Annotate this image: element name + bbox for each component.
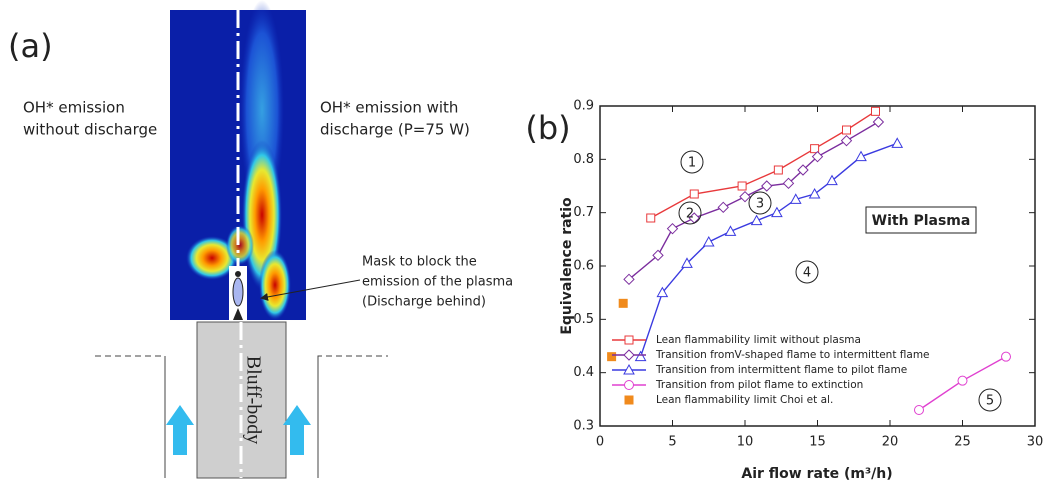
- y-axis-label: Equivalence ratio: [559, 197, 575, 335]
- series-line: [628, 121, 879, 280]
- panel-a-image: [95, 0, 388, 479]
- marker: [724, 225, 737, 236]
- marker: [1001, 351, 1011, 362]
- marker: [872, 116, 885, 128]
- region-label: 2: [686, 207, 694, 222]
- region-circle: [978, 388, 1002, 412]
- y-tick-label: 0.5: [573, 312, 594, 327]
- marker: [773, 165, 783, 175]
- region-label: 1: [688, 156, 696, 171]
- marker: [826, 174, 838, 186]
- x-tick-label: 0: [596, 435, 604, 450]
- marker: [739, 190, 751, 203]
- marker: [811, 150, 824, 163]
- legend-marker: [623, 363, 635, 375]
- annotation-box: [865, 206, 977, 234]
- caption: (Discharge behind): [362, 295, 486, 310]
- marker: [737, 181, 747, 191]
- legend-marker: [624, 380, 634, 390]
- marker: [891, 137, 904, 148]
- legend-label: Transition from intermittent flame to pi…: [655, 364, 907, 376]
- marker: [782, 177, 795, 190]
- caption: emission of the plasma: [362, 275, 513, 290]
- marker: [702, 235, 715, 247]
- y-tick-label: 0.9: [573, 99, 594, 114]
- marker: [842, 125, 851, 135]
- x-tick-label: 30: [1027, 435, 1044, 450]
- panel-label: (b): [525, 109, 570, 147]
- marker: [808, 187, 821, 199]
- caption: without discharge: [23, 121, 157, 139]
- y-tick-label: 0.8: [573, 152, 594, 167]
- marker: [797, 164, 809, 176]
- marker: [646, 213, 656, 223]
- marker: [656, 286, 669, 298]
- y-tick-label: 0.7: [573, 205, 594, 220]
- region-circle: [795, 260, 819, 284]
- marker: [634, 350, 647, 362]
- panel-label: (a): [8, 27, 53, 65]
- marker: [717, 201, 729, 214]
- marker: [623, 273, 635, 286]
- legend-label: Transition fromV-shaped flame to intermi…: [655, 349, 930, 361]
- marker: [689, 189, 699, 199]
- legend-label: Transition from pilot flame to extinctio…: [655, 379, 863, 391]
- region-label: 4: [803, 266, 811, 281]
- marker: [681, 257, 693, 268]
- marker: [914, 405, 924, 415]
- region-circle: [678, 201, 702, 225]
- x-tick-label: 10: [737, 435, 754, 450]
- caption: Mask to block the: [362, 255, 477, 270]
- caption: OH* emission with: [320, 99, 458, 117]
- marker: [771, 206, 783, 218]
- annotation: With Plasma: [872, 213, 971, 229]
- legend-marker: [624, 335, 634, 345]
- legend-marker: [623, 349, 635, 361]
- marker: [761, 180, 773, 192]
- x-tick-label: 20: [882, 435, 899, 450]
- series-line: [639, 142, 898, 357]
- x-tick-label: 5: [668, 435, 676, 450]
- caption: discharge (P=75 W): [320, 121, 470, 139]
- caption: OH* emission: [23, 99, 125, 117]
- body-label: Bluff-body: [242, 356, 264, 445]
- marker: [855, 150, 867, 162]
- x-tick-label: 25: [954, 435, 971, 450]
- legend-label: Lean flammability limit without plasma: [656, 334, 861, 346]
- region-circle: [680, 150, 704, 174]
- marker: [750, 214, 763, 226]
- marker: [810, 144, 820, 154]
- marker: [957, 375, 968, 386]
- marker: [618, 298, 628, 308]
- marker: [871, 106, 880, 116]
- y-tick-label: 0.3: [573, 419, 594, 434]
- marker: [789, 193, 802, 204]
- x-tick-label: 15: [809, 435, 826, 450]
- marker: [666, 222, 679, 235]
- legend-label: Lean flammability limit Choi et al.: [656, 394, 833, 406]
- y-tick-label: 0.4: [573, 365, 594, 380]
- region-circle: [748, 191, 772, 215]
- y-tick-label: 0.6: [573, 259, 594, 274]
- legend-marker: [624, 395, 634, 405]
- x-axis-label: Air flow rate (m³/h): [741, 466, 892, 482]
- marker: [840, 134, 853, 147]
- marker: [652, 249, 664, 262]
- region-label: 3: [756, 197, 764, 212]
- marker: [607, 352, 617, 362]
- region-label: 5: [986, 394, 994, 409]
